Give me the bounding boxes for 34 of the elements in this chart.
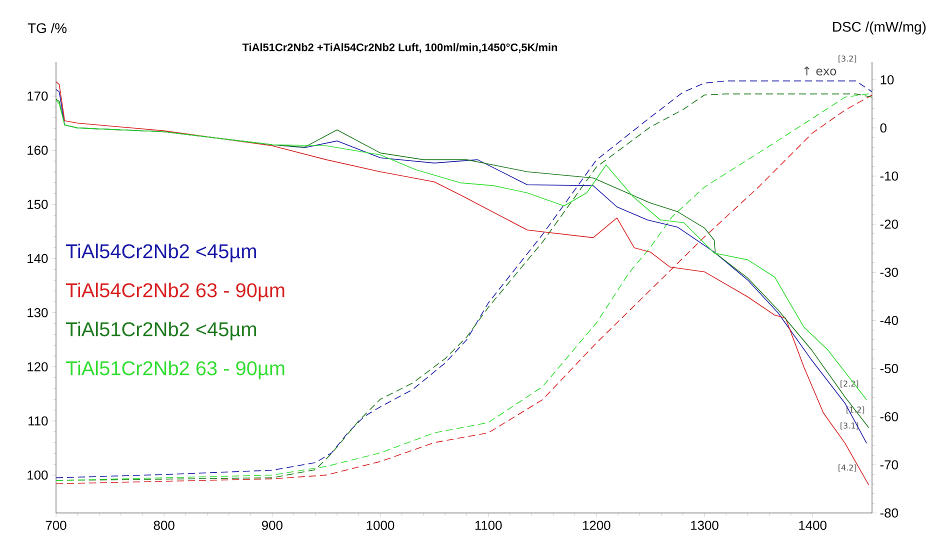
y-tick-label: 170 [28, 92, 48, 101]
text: TiAl54Cr2Nb2 63 - 90µm [66, 282, 284, 302]
y2-axis-title: DSC /(mW/mg) [833, 21, 926, 34]
x-tick-label: 1100 [475, 520, 502, 530]
x-tick-label: 1000 [366, 520, 394, 530]
y2-tick-label: -10 [880, 171, 898, 181]
y2-tick-label: -50 [880, 364, 898, 374]
x-tick-label: 700 [46, 520, 66, 530]
text: TiAl54Cr2Nb2 <45µm [66, 244, 256, 262]
y2-tick-label: -40 [880, 316, 898, 326]
y-tick-label: 100 [28, 470, 48, 480]
y-tick-label: 160 [28, 146, 48, 155]
y-tick-label: 150 [28, 200, 48, 209]
y-axis-title: TG /% [28, 22, 67, 34]
y-tick-label: 140 [28, 254, 48, 264]
y2-tick-label: 0 [880, 123, 886, 133]
y-tick-label: 120 [28, 362, 48, 372]
y2-tick-label: 10 [880, 75, 894, 84]
text: TiAl51Cr2Nb2 <45µm [66, 322, 256, 340]
annotation: ↑ exo [804, 66, 836, 76]
x-tick-label: 1200 [582, 520, 610, 530]
chart-title: TiAl51Cr2Nb2 +TiAl54Cr2Nb2 Luft, 100ml/min,1450°C,5K/min [242, 43, 558, 53]
text: TiAl51Cr2Nb2 63 - 90µm [66, 360, 284, 380]
y-tick-label: 130 [28, 308, 48, 318]
y-tick-label: 110 [28, 416, 48, 426]
y2-tick-label: -60 [880, 412, 898, 422]
x-tick-label: 900 [262, 520, 282, 530]
y2-tick-label: -80 [880, 508, 898, 518]
y2-tick-label: -30 [880, 268, 898, 277]
x-tick-label: 1300 [691, 520, 718, 530]
x-tick-label: 800 [154, 520, 174, 530]
y2-tick-label: -70 [880, 460, 898, 470]
x-tick-label: 1400 [799, 520, 826, 530]
y2-tick-label: -20 [880, 220, 898, 229]
